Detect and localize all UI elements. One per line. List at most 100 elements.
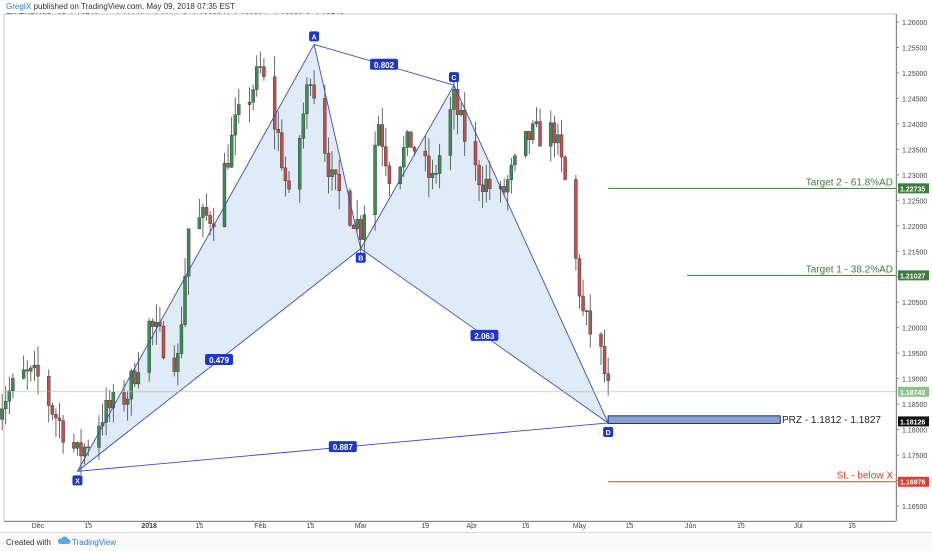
candle-down <box>478 165 481 185</box>
candle-up <box>431 173 434 177</box>
candle-up <box>556 135 559 143</box>
candle-down <box>481 185 484 192</box>
candle-up <box>76 443 79 449</box>
x-tick-label: 15 <box>307 523 315 530</box>
pattern-point-x: X <box>75 478 80 485</box>
candle-down <box>313 85 316 98</box>
candle-down <box>463 110 466 141</box>
candle-down <box>262 67 265 77</box>
candle-down <box>413 147 416 151</box>
candle-up <box>29 368 32 371</box>
candle-up <box>374 145 377 215</box>
y-tick-label: 1.20500 <box>902 300 927 307</box>
candle-down <box>474 141 477 165</box>
candle-up <box>549 123 552 146</box>
candle-up <box>305 85 308 114</box>
x-tick-label: Feb <box>254 523 266 530</box>
candle-up <box>126 399 129 404</box>
candle-up <box>8 391 11 402</box>
candle-down <box>578 258 581 296</box>
y-tick-label: 1.26000 <box>902 20 927 27</box>
x-tick-label: May <box>573 523 587 530</box>
candle-up <box>460 110 463 115</box>
candle-down <box>323 98 326 153</box>
y-tick-label: 1.24500 <box>902 96 927 103</box>
y-tick-label: 1.24000 <box>902 122 927 129</box>
candle-up <box>531 124 534 140</box>
candle-down <box>599 334 602 346</box>
x-tick-label: 19 <box>421 523 429 530</box>
candle-down <box>309 85 312 86</box>
ratio-label: 0.479 <box>209 356 230 365</box>
candle-down <box>72 442 75 448</box>
y-tick-label: 1.18500 <box>902 402 927 409</box>
candle-down <box>259 67 262 68</box>
prz-zone <box>608 416 780 424</box>
candle-down <box>352 225 355 229</box>
candle-down <box>338 174 341 191</box>
candle-down <box>288 181 291 189</box>
pattern-point-b: B <box>358 256 363 263</box>
candle-up <box>513 156 516 165</box>
candle-up <box>298 138 301 189</box>
candle-down <box>87 447 90 448</box>
candle-down <box>381 124 384 146</box>
candle-up <box>524 131 527 155</box>
candle-down <box>26 370 29 371</box>
x-tick-label: 15 <box>626 523 634 530</box>
candle-up <box>11 378 14 390</box>
candle-down <box>560 135 563 157</box>
candle-down <box>51 405 54 414</box>
x-tick-label: 16 <box>522 523 530 530</box>
tradingview-cloud-icon <box>57 536 71 546</box>
x-tick-label: Jul <box>794 523 803 530</box>
y-tick-label: 1.21500 <box>902 249 927 256</box>
footer-bar: Created with TradingView <box>0 532 932 551</box>
candle-up <box>452 89 455 109</box>
y-tick-label: 1.25500 <box>902 45 927 52</box>
candle-up <box>248 102 251 104</box>
pattern-point-d: D <box>606 430 611 437</box>
level-label: Target 1 - 38.2%AD <box>806 264 893 275</box>
candle-up <box>201 207 204 217</box>
candle-down <box>37 365 40 376</box>
tradingview-brand-link[interactable]: TradingView <box>72 538 116 547</box>
candle-down <box>280 133 283 168</box>
candle-up <box>155 322 158 326</box>
candlestick-chart[interactable]: 1.260001.255001.250001.245001.240001.235… <box>0 0 932 532</box>
y-tick-label: 1.19000 <box>902 377 927 384</box>
candle-down <box>582 296 585 311</box>
candle-down <box>227 163 230 167</box>
candle-up <box>585 311 588 312</box>
candle-down <box>334 170 337 174</box>
prz-price-tag: 1.18126 <box>900 419 925 426</box>
candle-down <box>273 77 276 129</box>
pattern-point-c: C <box>451 75 456 82</box>
candle-up <box>237 105 240 115</box>
candle-up <box>176 353 179 371</box>
candle-up <box>223 163 226 227</box>
candle-up <box>363 215 366 240</box>
x-tick-label: Mar <box>355 523 368 530</box>
y-tick-label: 1.17500 <box>902 453 927 460</box>
y-tick-label: 1.23000 <box>902 173 927 180</box>
candle-up <box>252 90 255 103</box>
level-label: SL - below X <box>837 471 894 482</box>
candle-up <box>22 370 25 379</box>
candle-up <box>510 165 513 180</box>
candle-down <box>574 180 577 259</box>
candle-down <box>47 376 50 405</box>
candle-up <box>485 179 488 192</box>
candle-up <box>302 114 305 138</box>
candle-up <box>438 155 441 173</box>
y-tick-label: 1.22500 <box>902 198 927 205</box>
candle-down <box>607 374 610 381</box>
candle-down <box>424 151 427 156</box>
candle-down <box>528 131 531 139</box>
ratio-label: 0.802 <box>374 61 395 70</box>
level-label: Target 2 - 61.8%AD <box>806 177 893 188</box>
candle-down <box>327 153 330 177</box>
candle-up <box>33 365 36 368</box>
y-tick-label: 1.22000 <box>902 224 927 231</box>
candle-up <box>449 110 452 156</box>
